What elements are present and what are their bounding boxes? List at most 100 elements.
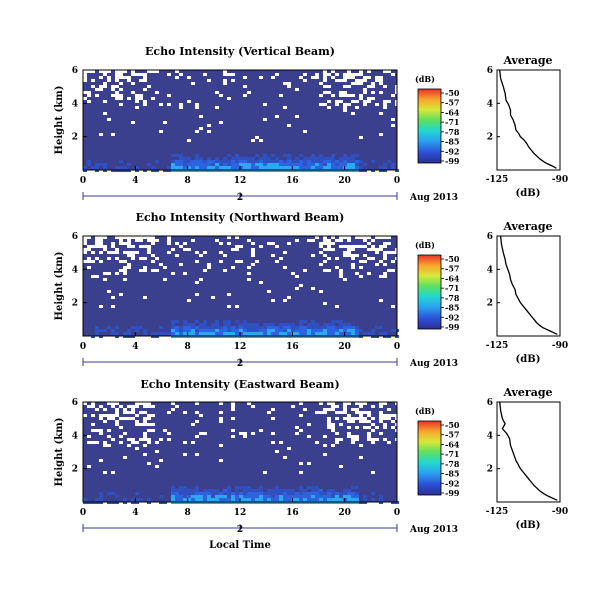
- echo-cell: [335, 326, 339, 329]
- missing-data-cell: [379, 79, 383, 82]
- missing-data-cell: [111, 417, 115, 420]
- missing-data-cell: [219, 417, 223, 420]
- echo-cell: [351, 486, 355, 489]
- missing-data-cell: [347, 239, 351, 242]
- missing-data-cell: [319, 290, 323, 293]
- echo-cell: [307, 498, 311, 501]
- echo-cell: [211, 489, 215, 492]
- echo-cell: [275, 486, 279, 489]
- echo-cell: [271, 154, 275, 157]
- echo-cell: [259, 166, 263, 169]
- missing-data-cell: [343, 405, 347, 408]
- echo-cell: [135, 166, 139, 169]
- missing-data-cell: [383, 245, 387, 248]
- echo-cell: [199, 163, 203, 166]
- echo-cell: [211, 160, 215, 163]
- missing-data-cell: [371, 429, 375, 432]
- missing-data-cell: [167, 103, 171, 106]
- missing-data-cell: [95, 429, 99, 432]
- echo-cell: [187, 163, 191, 166]
- missing-data-cell: [87, 260, 91, 263]
- missing-data-cell: [319, 411, 323, 414]
- echo-cell: [179, 486, 183, 489]
- missing-data-cell: [115, 423, 119, 426]
- echo-cell: [307, 166, 311, 169]
- echo-cell: [219, 329, 223, 332]
- missing-data-cell: [135, 447, 139, 450]
- average-y-tick-label: 2: [487, 465, 493, 475]
- missing-data-cell: [99, 405, 103, 408]
- missing-data-cell: [383, 236, 387, 239]
- missing-data-cell: [359, 420, 363, 423]
- panel-title: Echo Intensity (Vertical Beam): [145, 45, 335, 58]
- missing-data-cell: [359, 444, 363, 447]
- missing-data-cell: [143, 100, 147, 103]
- echo-cell: [271, 329, 275, 332]
- colorbar-tick-label: -71: [445, 449, 459, 459]
- echo-cell: [247, 498, 251, 501]
- echo-cell: [263, 323, 267, 326]
- missing-data-cell: [107, 70, 111, 73]
- missing-data-cell: [99, 245, 103, 248]
- missing-data-cell: [375, 251, 379, 254]
- missing-data-cell: [131, 411, 135, 414]
- missing-data-cell: [151, 97, 155, 100]
- missing-data-cell: [223, 79, 227, 82]
- missing-data-cell: [103, 85, 107, 88]
- y-tick-label: 6: [72, 66, 78, 76]
- missing-data-cell: [167, 242, 171, 245]
- missing-data-cell: [347, 236, 351, 239]
- missing-data-cell: [379, 260, 383, 263]
- echo-cell: [115, 495, 119, 498]
- missing-data-cell: [111, 242, 115, 245]
- missing-data-cell: [219, 94, 223, 97]
- missing-data-cell: [347, 85, 351, 88]
- echo-cell: [303, 320, 307, 323]
- echo-cell: [299, 160, 303, 163]
- echo-cell: [331, 163, 335, 166]
- missing-data-cell: [139, 269, 143, 272]
- missing-data-cell: [367, 438, 371, 441]
- echo-cell: [263, 492, 267, 495]
- echo-cell: [251, 495, 255, 498]
- echo-cell: [271, 498, 275, 501]
- missing-data-cell: [215, 106, 219, 109]
- missing-data-cell: [351, 248, 355, 251]
- missing-data-cell: [307, 423, 311, 426]
- echo-cell: [95, 332, 99, 335]
- missing-data-cell: [87, 236, 91, 239]
- echo-cell: [203, 323, 207, 326]
- missing-data-cell: [379, 411, 383, 414]
- echo-cell: [235, 495, 239, 498]
- missing-data-cell: [327, 91, 331, 94]
- missing-data-cell: [219, 121, 223, 124]
- missing-data-cell: [111, 251, 115, 254]
- echo-cell: [303, 326, 307, 329]
- echo-cell: [327, 163, 331, 166]
- echo-cell: [311, 166, 315, 169]
- missing-data-cell: [391, 118, 395, 121]
- missing-data-cell: [307, 435, 311, 438]
- echo-cell: [279, 489, 283, 492]
- echo-cell: [223, 329, 227, 332]
- echo-cell: [343, 160, 347, 163]
- y-axis: 642: [72, 398, 87, 475]
- missing-data-cell: [151, 236, 155, 239]
- missing-data-cell: [367, 420, 371, 423]
- echo-cell: [83, 498, 87, 501]
- echo-cell: [87, 163, 91, 166]
- echo-cell: [195, 495, 199, 498]
- missing-data-cell: [99, 239, 103, 242]
- missing-data-cell: [123, 70, 127, 73]
- echo-cell: [311, 163, 315, 166]
- echo-cell: [263, 160, 267, 163]
- missing-data-cell: [355, 106, 359, 109]
- missing-data-cell: [119, 435, 123, 438]
- missing-data-cell: [107, 402, 111, 405]
- echo-cell: [311, 332, 315, 335]
- missing-data-cell: [139, 402, 143, 405]
- echo-cell: [215, 166, 219, 169]
- colorbar-tick-label: -78: [445, 459, 460, 469]
- missing-data-cell: [383, 275, 387, 278]
- average-title: Average: [502, 54, 552, 67]
